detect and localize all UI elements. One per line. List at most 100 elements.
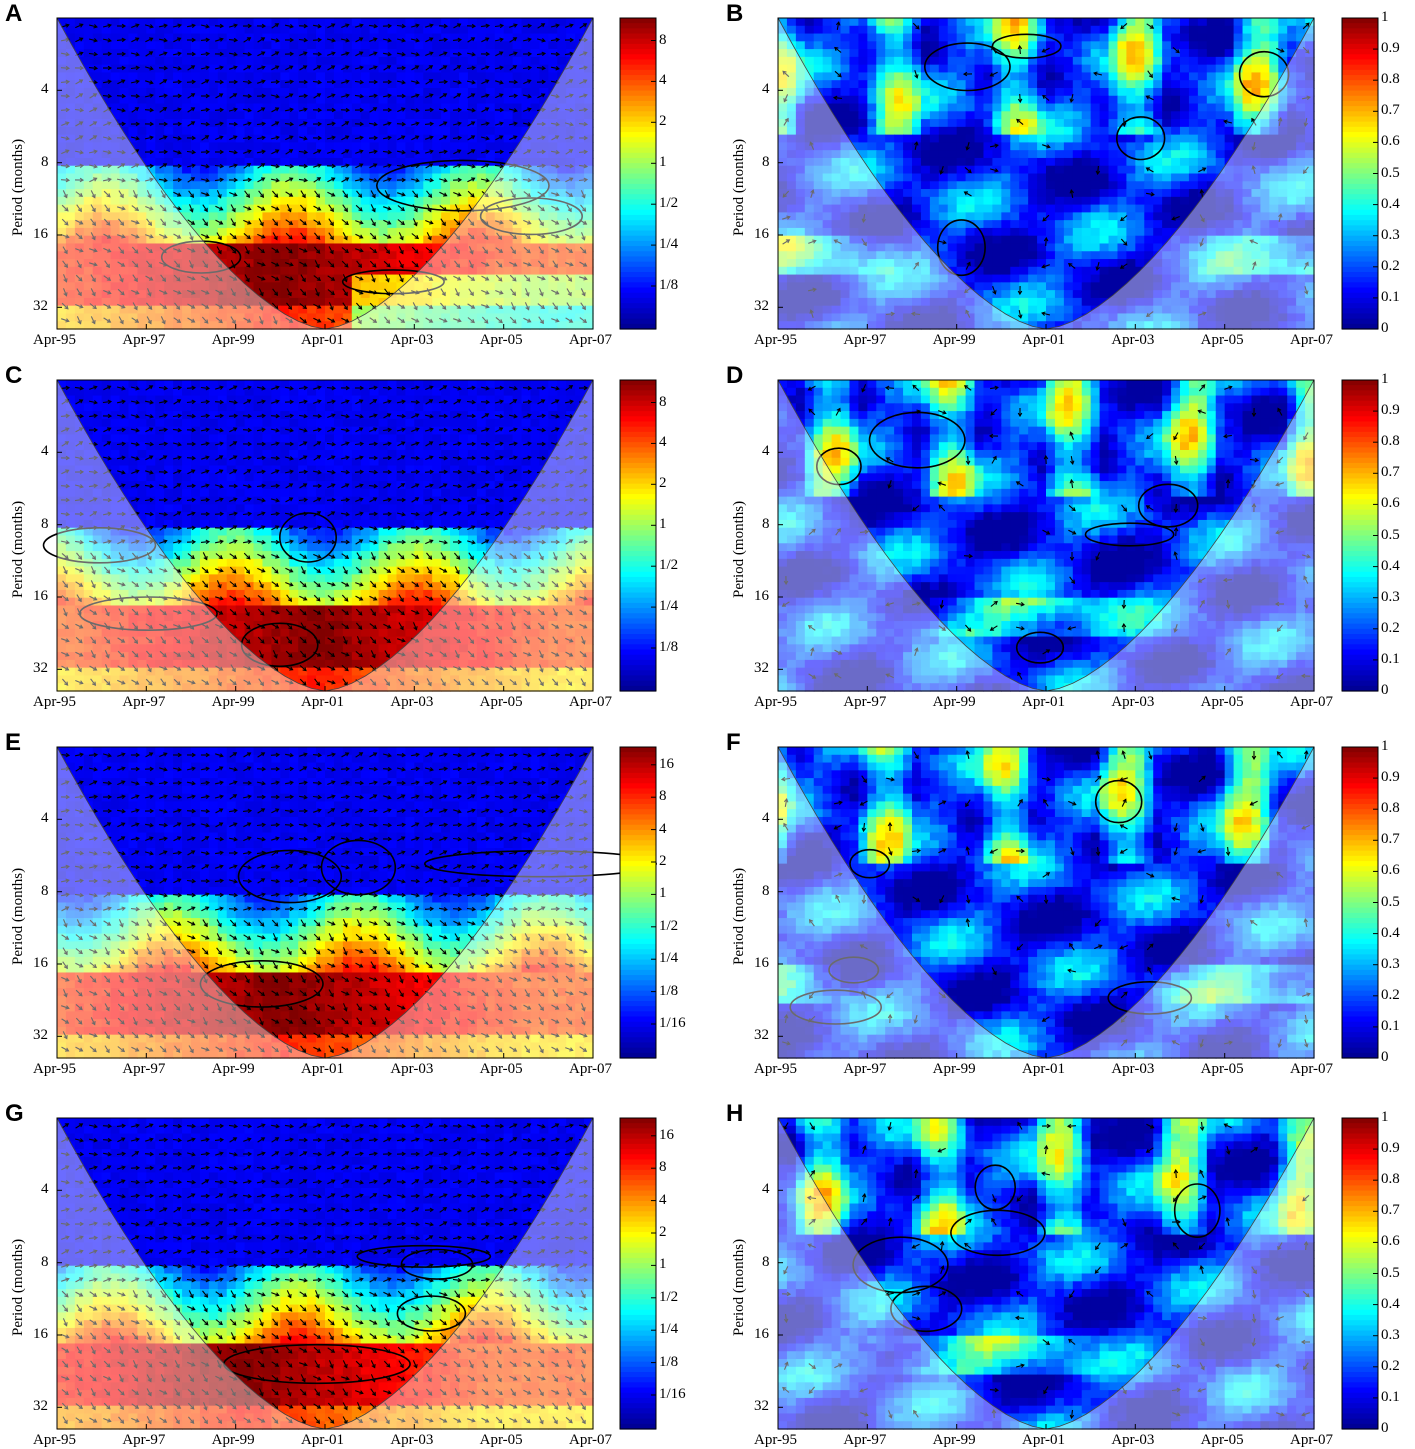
heat-cell: [182, 87, 192, 97]
heat-cell: [146, 126, 156, 136]
heat-cell: [1153, 49, 1163, 58]
heat-cell: [584, 157, 594, 167]
phase-arrow-head: [302, 319, 307, 324]
heat-cell: [1171, 95, 1181, 105]
heat-cell: [333, 282, 344, 291]
colorbar: [619, 17, 657, 330]
heat-cell: [849, 41, 859, 50]
heat-cell: [1099, 111, 1110, 120]
heat-cell: [316, 157, 326, 167]
phase-arrow-head: [289, 79, 295, 85]
phase-arrow-head: [373, 135, 379, 141]
heat-cell: [360, 18, 371, 27]
heat-cell: [1090, 80, 1101, 89]
phase-arrow-head: [261, 23, 267, 29]
phase-arrow: [285, 275, 293, 281]
heat-cell: [387, 212, 398, 221]
heat-cell: [199, 33, 210, 42]
phase-arrow: [565, 247, 573, 253]
heat-cell: [813, 41, 824, 50]
phase-arrow: [284, 80, 294, 84]
phase-arrow-head: [358, 193, 363, 198]
heat-cell: [65, 103, 76, 112]
heat-cell: [938, 49, 949, 58]
phase-arrow-head: [135, 93, 141, 99]
heat-cell: [1090, 49, 1101, 58]
heat-cell: [1135, 25, 1145, 35]
phase-arrow-head: [217, 249, 222, 255]
heat-cell: [74, 134, 85, 144]
heat-cell: [280, 157, 290, 167]
phase-arrow-head: [498, 304, 504, 310]
heat-cell: [262, 111, 272, 120]
heat-cell: [101, 126, 112, 136]
heat-cell: [539, 321, 549, 330]
heat-cell: [1188, 49, 1199, 58]
heat-cell: [280, 134, 290, 144]
heat-cell: [557, 18, 567, 27]
phase-arrow-head: [470, 221, 475, 226]
heat-cell: [1251, 56, 1261, 66]
heat-cell: [316, 165, 326, 175]
heat-cell: [405, 282, 415, 291]
phase-arrow-head: [190, 220, 196, 225]
phase-arrow-head: [121, 93, 127, 99]
heat-cell: [476, 305, 487, 315]
phase-arrow-head: [147, 221, 153, 227]
heat-cell: [289, 95, 299, 105]
phase-arrow: [565, 191, 573, 197]
heat-cell: [503, 56, 514, 66]
heat-cell: [485, 251, 496, 260]
heat-cell: [467, 142, 478, 151]
heat-cell: [333, 33, 344, 42]
phase-arrow: [258, 288, 264, 296]
heat-cell: [74, 111, 85, 120]
heat-cell: [813, 56, 824, 66]
heat-cell: [83, 235, 94, 245]
phase-arrow-head: [513, 177, 519, 183]
heat-cell: [369, 111, 380, 120]
heat-cell: [467, 189, 478, 198]
phase-arrow: [117, 79, 125, 85]
heat-cell: [1269, 87, 1279, 97]
heat-cell: [786, 111, 797, 120]
phase-arrow-head: [359, 107, 365, 113]
heat-cell: [1010, 95, 1020, 105]
phase-arrow: [522, 136, 532, 140]
heat-cell: [566, 142, 576, 151]
phase-arrow-head: [177, 107, 182, 112]
phase-arrow: [76, 260, 82, 268]
heat-cell: [503, 25, 514, 35]
heat-cell: [1072, 95, 1083, 105]
heat-cell: [1135, 49, 1145, 58]
heat-cell: [253, 282, 264, 291]
heat-cell: [414, 64, 424, 74]
heat-cell: [557, 41, 567, 50]
heat-cell: [92, 49, 103, 58]
heat-cell: [566, 103, 576, 112]
phase-arrow-head: [190, 177, 196, 182]
phase-arrow: [258, 316, 264, 324]
heat-cell: [155, 18, 165, 27]
heat-cell: [485, 259, 496, 268]
heat-cell: [476, 119, 487, 128]
heat-cell: [253, 204, 264, 213]
phase-arrow: [102, 95, 112, 97]
heat-cell: [575, 18, 585, 27]
heat-cell: [378, 25, 389, 35]
heat-cell: [333, 189, 344, 198]
phase-arrow: [172, 136, 182, 140]
phase-arrow-head: [190, 93, 196, 98]
heat-cell: [778, 87, 788, 97]
heat-cell: [110, 142, 121, 151]
heat-cell: [74, 243, 85, 252]
phase-arrow: [271, 261, 279, 267]
heat-cell: [432, 95, 442, 105]
heat-cell: [1028, 41, 1038, 50]
phase-arrow: [174, 302, 180, 310]
heat-cell: [831, 87, 842, 97]
heat-cell: [262, 142, 272, 151]
heat-cell: [575, 72, 585, 81]
heat-cell: [503, 212, 514, 221]
colorbar-segment: [620, 266, 656, 273]
